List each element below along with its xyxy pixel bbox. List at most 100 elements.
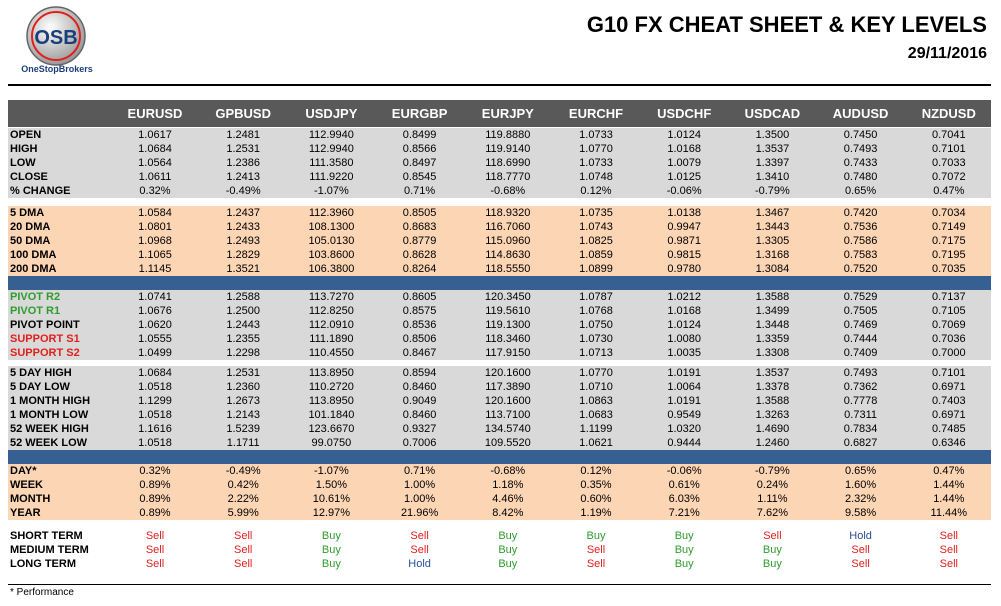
signal: Sell [939,530,958,542]
value: 1.0683 [579,409,613,421]
divider-band [8,450,991,464]
value: 0.7583 [843,249,878,261]
value: 0.9327 [402,423,437,435]
value: 1.0859 [579,249,613,261]
value: 0.7069 [931,319,966,331]
value: 1.0741 [138,291,172,303]
value: 0.8497 [402,157,437,169]
value: 7.21% [668,507,700,519]
value: 1.0035 [667,347,702,359]
value: 1.0733 [579,157,613,169]
section-band [8,366,991,450]
value: 0.7175 [931,235,966,247]
value: 12.97% [312,507,351,519]
signal: Sell [851,544,870,556]
value: 0.7137 [931,291,966,303]
row-label: SHORT TERM [10,530,83,542]
value: 1.44% [933,479,965,491]
value: 1.2493 [226,235,261,247]
value: 1.2460 [755,437,790,449]
rule [8,84,991,86]
value: 103.8600 [308,249,355,261]
row-label: DAY* [10,465,37,477]
value: 1.0748 [579,171,613,183]
row-label: PIVOT R1 [10,305,61,317]
row-label: MONTH [10,493,51,505]
footnote: * Performance [10,587,74,598]
value: 0.7450 [843,129,878,141]
value: 0.32% [139,465,171,477]
value: 0.7505 [843,305,878,317]
value: 1.4690 [755,423,790,435]
value: 1.0191 [667,395,702,407]
row-label: 100 DMA [10,249,57,261]
value: 0.9871 [667,235,702,247]
value: 1.1065 [138,249,172,261]
value: 5.99% [227,507,259,519]
value: 0.7420 [843,207,878,219]
value: 119.1300 [485,319,531,331]
value: 0.7778 [843,395,878,407]
value: 119.5610 [485,305,531,317]
value: 1.2433 [226,221,261,233]
value: 1.0168 [667,143,702,155]
value: 118.6990 [485,157,531,169]
value: 0.7493 [843,367,878,379]
signal: Buy [586,530,606,542]
value: 21.96% [400,507,439,519]
signal: Sell [145,530,165,542]
value: 112.9940 [308,143,354,155]
value: 0.8605 [402,291,437,303]
section-band [8,206,991,276]
value: 0.7036 [931,333,966,345]
value: 1.0621 [579,437,613,449]
value: 1.3537 [755,367,790,379]
value: 0.9947 [667,221,702,233]
column-header: EURUSD [127,106,183,121]
value: 1.44% [933,493,965,505]
value: -0.79% [754,185,790,197]
row-label: OPEN [10,129,42,141]
value: 99.0750 [311,437,352,449]
value: 0.8683 [402,221,437,233]
value: 0.42% [227,479,259,491]
value: 1.0825 [579,235,613,247]
value: 0.9444 [667,437,702,449]
value: 110.4550 [308,347,354,359]
signal: Buy [321,530,341,542]
title: G10 FX CHEAT SHEET & KEY LEVELS [586,12,987,37]
value: 1.50% [315,479,347,491]
column-header: NZDUSD [921,106,976,121]
value: 1.1199 [579,423,613,435]
value: 1.0750 [579,319,613,331]
value: 1.1616 [138,423,172,435]
value: 1.3537 [755,143,790,155]
value: 112.8250 [308,305,354,317]
value: 1.1711 [226,437,260,449]
row-label: 50 DMA [10,235,51,247]
value: 0.8499 [402,129,437,141]
row-label: CLOSE [10,171,48,183]
row-label: LOW [10,157,36,169]
brand: OneStopBrokers [21,64,93,74]
value: 0.7586 [843,235,878,247]
value: 118.7770 [485,171,531,183]
value: 108.1300 [308,221,355,233]
value: 1.0080 [667,333,702,345]
value: 1.0735 [579,207,613,219]
value: 114.8630 [485,249,531,261]
row-label: 52 WEEK LOW [10,437,88,449]
value: 1.0730 [579,333,613,345]
row-label: SUPPORT S1 [10,333,80,345]
signal: Sell [234,530,253,542]
signal: Sell [586,544,606,556]
value: 1.0710 [579,381,613,393]
value: 1.0320 [667,423,702,435]
value: 112.9940 [308,129,354,141]
value: 1.0733 [579,129,613,141]
value: 1.3305 [755,235,790,247]
value: 0.7536 [843,221,878,233]
value: 0.8594 [402,367,437,379]
value: 0.7149 [931,221,966,233]
